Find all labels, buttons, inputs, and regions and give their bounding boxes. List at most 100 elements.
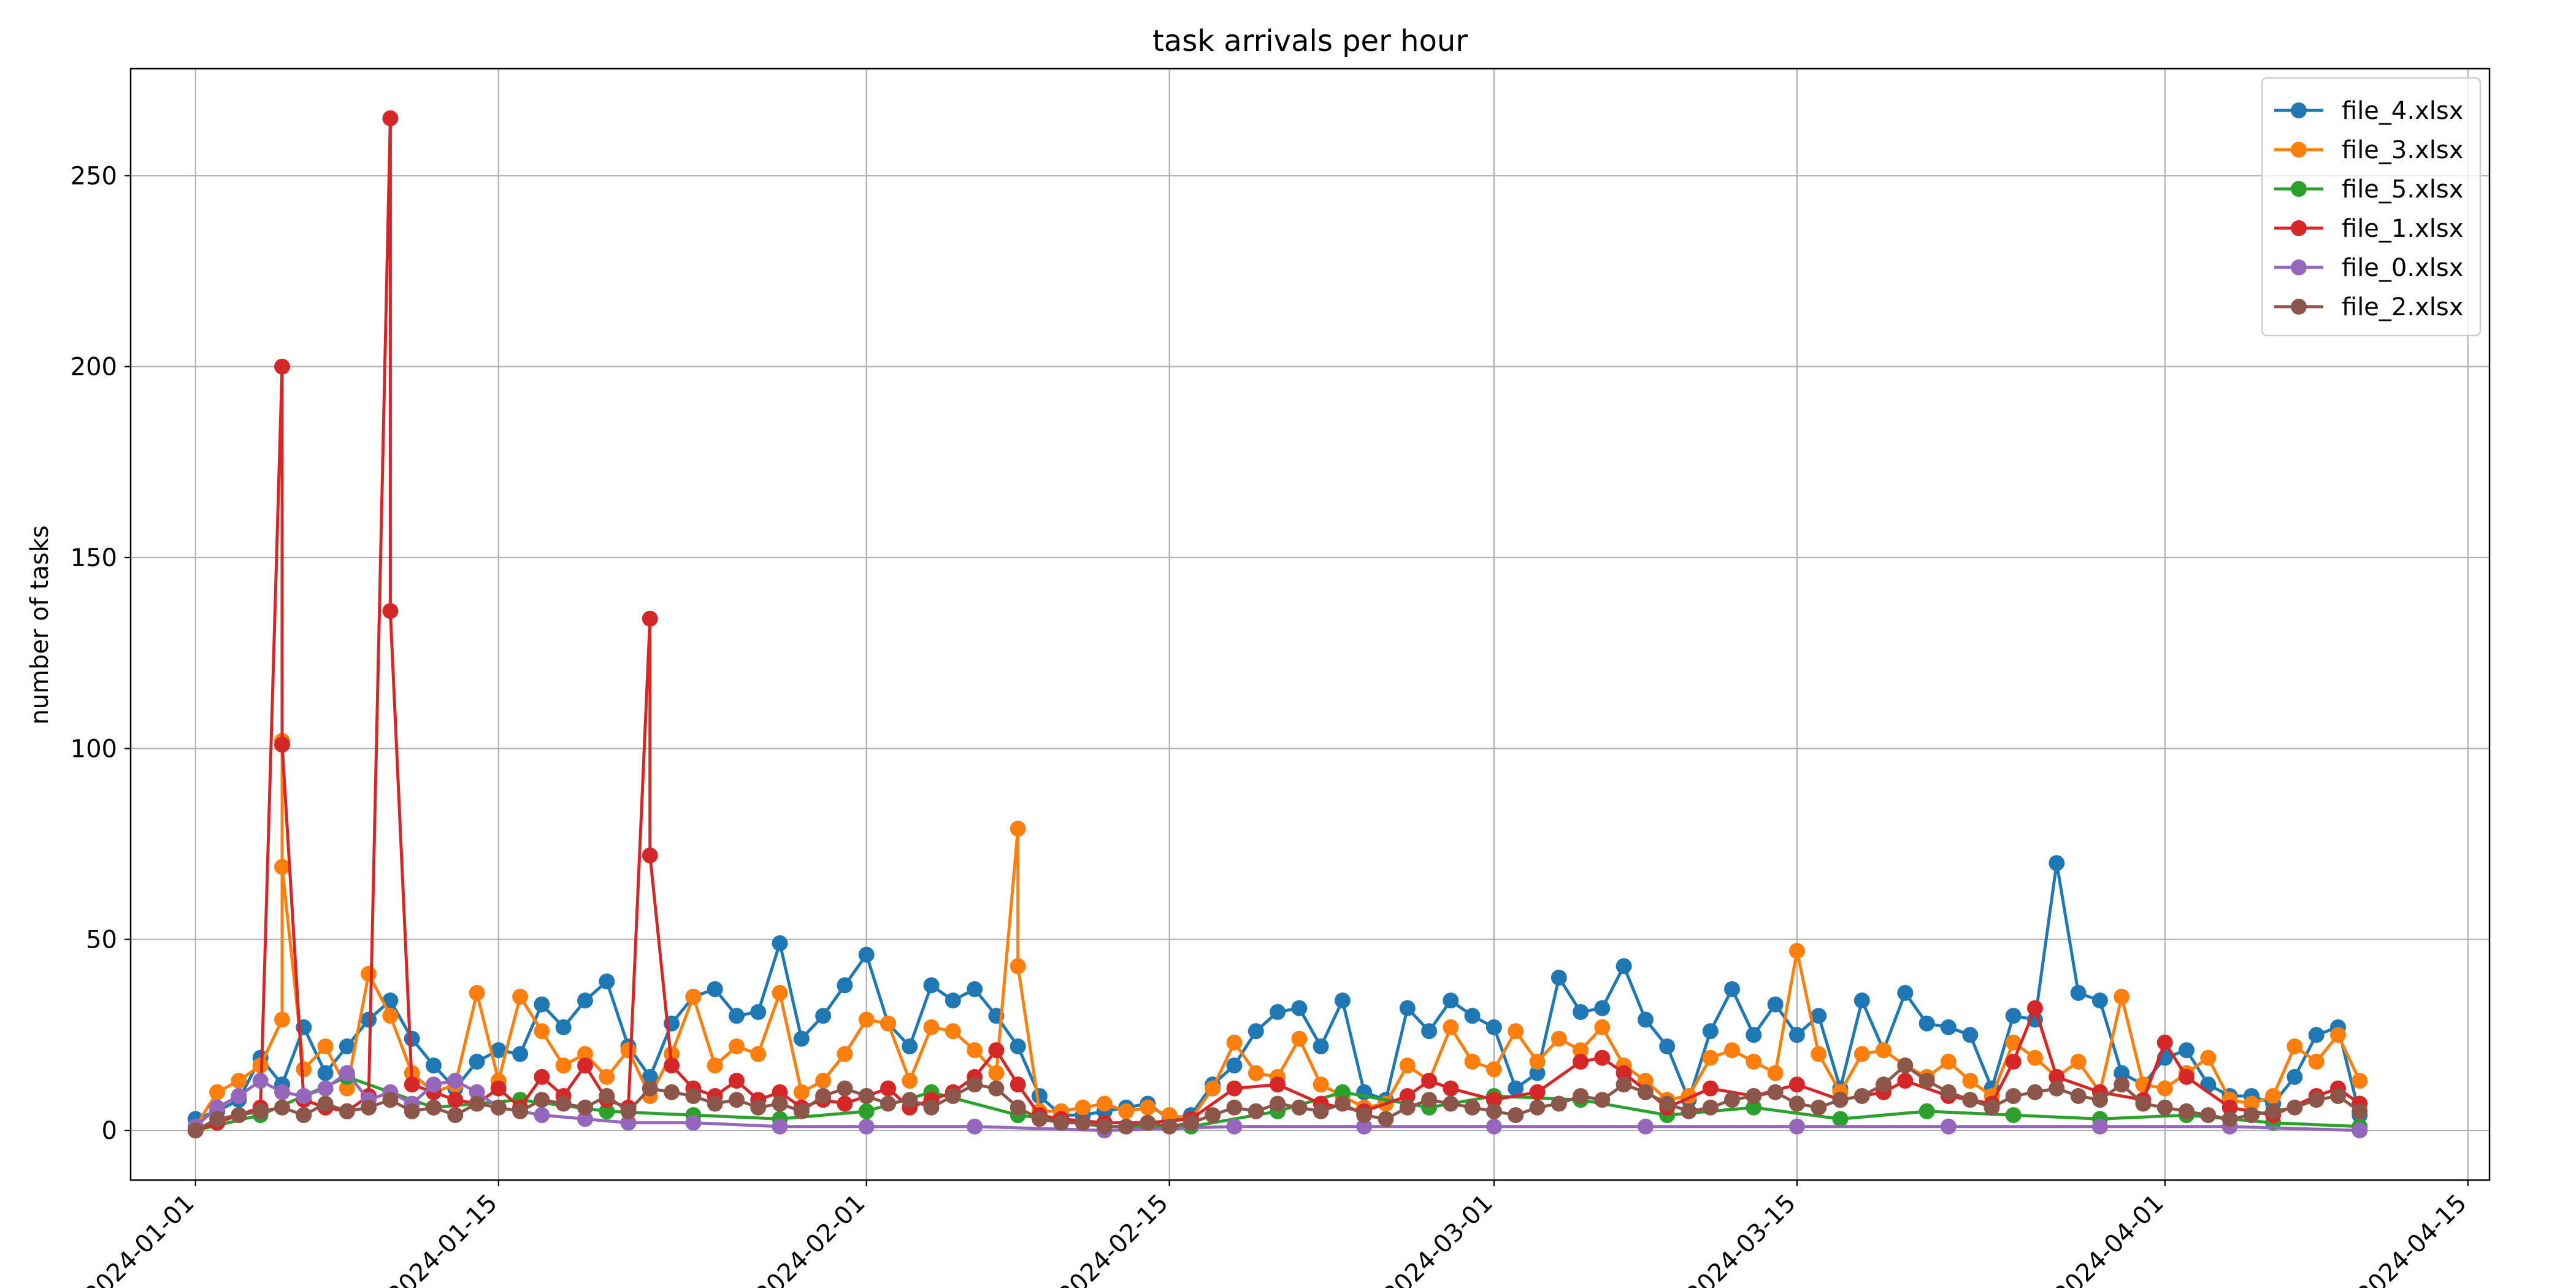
point-file-2-xlsx-86 [2049, 1080, 2065, 1097]
point-file-2-xlsx-15 [512, 1103, 529, 1119]
point-file-2-xlsx-29 [815, 1088, 832, 1104]
point-file-4-xlsx-13 [469, 1054, 485, 1070]
point-file-1-xlsx-41 [1010, 1076, 1026, 1093]
point-file-3-xlsx-78 [1811, 1046, 1827, 1062]
point-file-2-xlsx-60 [1485, 1103, 1502, 1119]
point-file-3-xlsx-36 [923, 1019, 940, 1035]
point-file-2-xlsx-52 [1313, 1103, 1329, 1119]
point-file-3-xlsx-27 [729, 1038, 745, 1055]
point-file-4-xlsx-75 [1811, 1008, 1827, 1024]
point-file-3-xlsx-96 [2200, 1049, 2217, 1066]
point-file-2-xlsx-6 [317, 1095, 334, 1112]
point-file-2-xlsx-44 [1140, 1114, 1156, 1131]
point-file-2-xlsx-13 [469, 1095, 485, 1112]
point-file-3-xlsx-66 [1551, 1030, 1567, 1047]
point-file-2-xlsx-59 [1464, 1099, 1481, 1116]
point-file-4-xlsx-11 [426, 1057, 442, 1074]
legend-label-file-2-xlsx: file_2.xlsx [2342, 293, 2463, 321]
point-file-2-xlsx-69 [1681, 1103, 1697, 1119]
point-file-4-xlsx-19 [599, 973, 615, 990]
point-file-3-xlsx-84 [1940, 1054, 1957, 1070]
point-file-2-xlsx-31 [858, 1088, 875, 1104]
point-file-2-xlsx-1 [209, 1111, 226, 1127]
point-file-5-xlsx-8 [858, 1103, 875, 1119]
point-file-4-xlsx-17 [555, 1019, 572, 1035]
legend: file_4.xlsx file_3.xlsx file_5.xlsx file_1.… [2261, 77, 2482, 337]
legend-label-file-4-xlsx: file_4.xlsx [2342, 97, 2463, 125]
point-file-2-xlsx-79 [1897, 1057, 1914, 1074]
point-file-1-xlsx-23 [642, 610, 658, 627]
point-file-2-xlsx-67 [1637, 1084, 1654, 1100]
point-file-1-xlsx-62 [1788, 1076, 1805, 1093]
point-file-4-xlsx-53 [1334, 992, 1351, 1009]
point-file-1-xlsx-60 [1702, 1080, 1719, 1097]
point-file-2-xlsx-17 [555, 1095, 572, 1112]
point-file-4-xlsx-66 [1616, 958, 1632, 975]
point-file-3-xlsx-65 [1529, 1054, 1546, 1070]
point-file-3-xlsx-70 [1637, 1073, 1654, 1089]
point-file-3-xlsx-50 [1205, 1080, 1221, 1097]
point-file-2-xlsx-25 [729, 1092, 745, 1108]
point-file-2-xlsx-49 [1248, 1103, 1264, 1119]
point-file-1-xlsx-53 [1443, 1080, 1459, 1097]
point-file-3-xlsx-54 [1291, 1030, 1308, 1047]
point-file-1-xlsx-10 [382, 110, 399, 126]
point-file-3-xlsx-100 [2287, 1038, 2303, 1055]
legend-marker-file-3-xlsx [2291, 142, 2307, 158]
point-file-3-xlsx-26 [707, 1057, 723, 1074]
point-file-4-xlsx-51 [1291, 1000, 1308, 1016]
point-file-0-xlsx-27 [1788, 1118, 1805, 1135]
point-file-2-xlsx-42 [1096, 1118, 1113, 1135]
point-file-3-xlsx-8 [317, 1038, 334, 1055]
point-file-1-xlsx-70 [2049, 1068, 2065, 1085]
point-file-2-xlsx-53 [1334, 1095, 1351, 1112]
point-file-1-xlsx-55 [1529, 1084, 1546, 1100]
point-file-3-xlsx-47 [1140, 1099, 1156, 1116]
series-file-2-xlsx [187, 1057, 2368, 1139]
point-file-4-xlsx-25 [729, 1008, 745, 1024]
point-file-3-xlsx-7 [296, 1061, 312, 1078]
point-file-2-xlsx-5 [296, 1107, 312, 1124]
point-file-4-xlsx-82 [1962, 1027, 1979, 1043]
point-file-4-xlsx-38 [1010, 1038, 1026, 1055]
point-file-0-xlsx-6 [317, 1080, 334, 1097]
point-file-1-xlsx-18 [534, 1068, 550, 1085]
point-file-2-xlsx-62 [1529, 1099, 1546, 1116]
point-file-4-xlsx-92 [2179, 1042, 2195, 1059]
point-file-0-xlsx-20 [858, 1118, 875, 1135]
point-file-4-xlsx-18 [577, 992, 593, 1009]
point-file-5-xlsx-5 [599, 1103, 615, 1119]
point-file-4-xlsx-36 [967, 981, 983, 997]
point-file-2-xlsx-61 [1508, 1107, 1524, 1124]
point-file-3-xlsx-88 [2027, 1049, 2043, 1066]
y-tick-label-200: 200 [71, 353, 117, 381]
point-file-3-xlsx-2 [231, 1073, 247, 1089]
point-file-4-xlsx-73 [1767, 996, 1784, 1013]
point-file-0-xlsx-12 [447, 1073, 464, 1089]
point-file-1-xlsx-47 [1226, 1080, 1243, 1097]
point-file-2-xlsx-37 [988, 1080, 1005, 1097]
point-file-1-xlsx-73 [2156, 1034, 2173, 1051]
point-file-2-xlsx-33 [902, 1092, 918, 1108]
point-file-2-xlsx-63 [1551, 1095, 1567, 1112]
point-file-1-xlsx-20 [577, 1057, 593, 1074]
point-file-1-xlsx-65 [1897, 1073, 1914, 1089]
point-file-2-xlsx-18 [577, 1099, 593, 1116]
point-file-4-xlsx-98 [2308, 1027, 2325, 1043]
point-file-2-xlsx-57 [1421, 1092, 1438, 1108]
point-file-3-xlsx-20 [577, 1046, 593, 1062]
point-file-2-xlsx-43 [1118, 1118, 1135, 1135]
point-file-1-xlsx-69 [2027, 1000, 2043, 1016]
point-file-4-xlsx-67 [1637, 1011, 1654, 1028]
point-file-1-xlsx-58 [1616, 1065, 1632, 1081]
chart-title: task arrivals per hour [1152, 24, 1468, 58]
point-file-3-xlsx-17 [512, 989, 529, 1005]
point-file-2-xlsx-77 [1853, 1088, 1870, 1104]
legend-marker-file-5-xlsx [2291, 181, 2307, 197]
point-file-4-xlsx-87 [2070, 984, 2087, 1001]
point-file-0-xlsx-3 [252, 1073, 269, 1089]
point-file-3-xlsx-9 [339, 1080, 355, 1097]
point-file-2-xlsx-64 [1573, 1088, 1589, 1104]
point-file-2-xlsx-39 [1031, 1111, 1048, 1127]
